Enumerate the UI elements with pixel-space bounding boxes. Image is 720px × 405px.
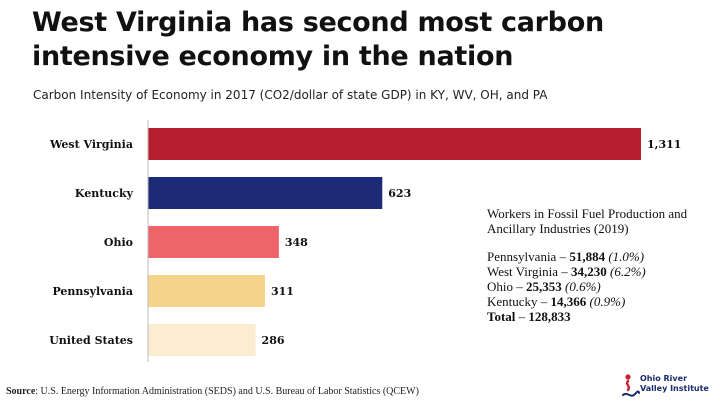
info-row-pct: (0.6%) xyxy=(565,279,601,294)
value-label-west-virginia: 1,311 xyxy=(647,138,681,151)
info-heading: Workers in Fossil Fuel Production and An… xyxy=(487,206,688,236)
bar-pennsylvania xyxy=(148,275,265,307)
info-row-west-virginia: West Virginia – 34,230 (6.2%) xyxy=(487,264,712,279)
info-row-sep: – xyxy=(537,294,551,309)
bar-kentucky xyxy=(148,177,383,209)
value-label-ohio: 348 xyxy=(285,236,308,249)
bar-ohio xyxy=(148,226,279,258)
category-label-west-virginia: West Virginia xyxy=(49,138,133,151)
info-row-name: Ohio xyxy=(487,279,513,294)
info-row-sep: – xyxy=(558,264,571,279)
info-row-value: 51,884 xyxy=(569,249,606,264)
source-text: : U.S. Energy Information Administration… xyxy=(35,386,419,397)
logo-text: Ohio River Valley Institute xyxy=(640,374,709,394)
logo-line-2: Valley Institute xyxy=(640,384,709,393)
info-row-sep: – xyxy=(556,249,570,264)
ohio-river-valley-institute-logo: Ohio River Valley Institute xyxy=(620,371,720,401)
info-row-kentucky: Kentucky – 14,366 (0.9%) xyxy=(487,294,712,309)
info-row-name: West Virginia xyxy=(487,264,558,279)
info-row-total: Total – 128,833 xyxy=(487,309,712,324)
category-label-pennsylvania: Pennsylvania xyxy=(52,285,133,298)
river-logo-icon xyxy=(622,374,640,397)
info-row-sep: – xyxy=(513,279,526,294)
info-row-pct: (1.0%) xyxy=(608,249,645,264)
logo-line-1: Ohio River xyxy=(640,374,688,383)
source-label: Source xyxy=(6,386,36,397)
value-label-united-states: 286 xyxy=(262,334,285,347)
bar-chart: West Virginia 1,311 Kentucky 623 Ohio 348 Penn… xyxy=(49,120,681,362)
info-row-value: 25,353 xyxy=(526,279,562,294)
info-row-pennsylvania: Pennsylvania – 51,884 (1.0%) xyxy=(487,249,712,264)
info-box: Workers in Fossil Fuel Production and An… xyxy=(487,206,712,324)
info-row-name: Kentucky xyxy=(487,294,538,309)
info-row-ohio: Ohio – 25,353 (0.6%) xyxy=(487,279,712,294)
bar-united-states xyxy=(148,324,256,356)
bar-west-virginia xyxy=(148,128,641,160)
category-label-kentucky: Kentucky xyxy=(75,187,134,200)
info-total-name: Total xyxy=(487,309,516,324)
chart-subtitle: Carbon Intensity of Economy in 2017 (CO2… xyxy=(33,88,548,102)
source-note: Source: U.S. Energy Information Administ… xyxy=(6,386,419,397)
info-row-value: 34,230 xyxy=(571,264,607,279)
info-row-pct: (0.9%) xyxy=(589,294,626,309)
info-row-name: Pennsylvania xyxy=(487,249,557,264)
chart-title: West Virginia has second most carbon int… xyxy=(32,7,604,72)
info-row-value: 14,366 xyxy=(550,294,587,309)
info-row-pct: (6.2%) xyxy=(610,264,646,279)
category-label-united-states: United States xyxy=(49,334,133,347)
category-label-ohio: Ohio xyxy=(104,236,133,249)
value-label-kentucky: 623 xyxy=(388,187,411,200)
info-total-sep: – xyxy=(515,309,529,324)
value-label-pennsylvania: 311 xyxy=(271,285,294,298)
info-total-value: 128,833 xyxy=(528,309,571,324)
